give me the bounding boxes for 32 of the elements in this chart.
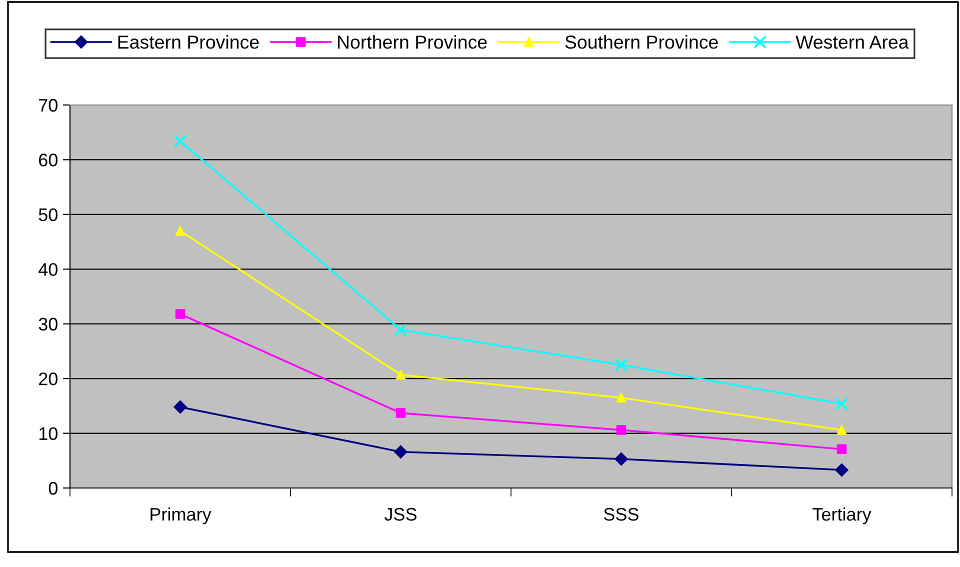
point xyxy=(835,397,848,410)
y-tick-label: 40 xyxy=(38,263,58,276)
y-tick-label: 10 xyxy=(39,427,58,440)
point xyxy=(174,134,187,148)
point xyxy=(835,463,848,477)
point xyxy=(394,323,408,336)
point xyxy=(836,444,847,454)
y-tick-label: 60 xyxy=(39,154,58,166)
x-tick-label: Tertiary xyxy=(812,507,872,524)
y-tick-label: 30 xyxy=(38,318,58,331)
point xyxy=(616,392,626,403)
x-tick-label: JSS xyxy=(384,508,416,521)
point xyxy=(174,400,187,414)
y-tick-label: 50 xyxy=(38,208,58,222)
point xyxy=(614,452,628,466)
y-tick-label: 0 xyxy=(48,482,58,495)
x-tick-label: SSS xyxy=(604,508,638,521)
legend-label: Southern Province xyxy=(565,35,718,49)
legend-label: Western Area xyxy=(796,36,909,49)
point xyxy=(396,408,406,418)
x-tick-label: Primary xyxy=(150,507,212,524)
point xyxy=(614,358,628,372)
y-tick-label: 20 xyxy=(39,372,58,386)
point xyxy=(616,425,626,435)
point xyxy=(394,445,408,458)
point xyxy=(175,226,186,236)
y-tick-label: 70 xyxy=(39,98,58,112)
legend-label: Northern Province xyxy=(338,35,487,49)
point xyxy=(175,309,186,319)
legend-label: Eastern Province xyxy=(118,35,259,49)
point xyxy=(836,425,847,435)
point xyxy=(396,370,406,380)
